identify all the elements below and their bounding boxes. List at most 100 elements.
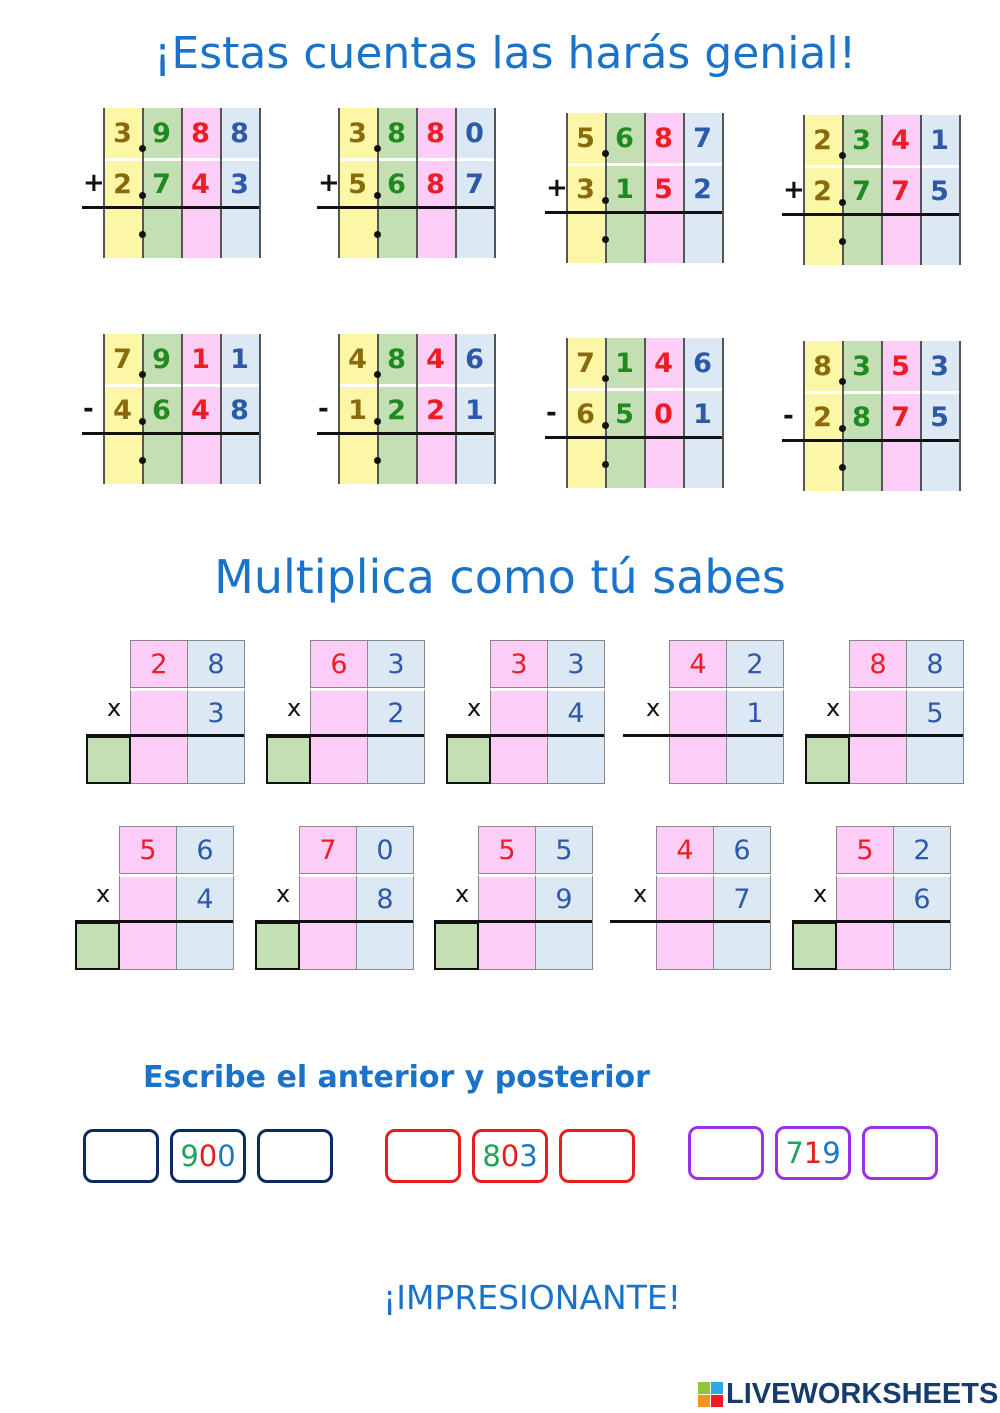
carry-answer-cell[interactable]	[792, 922, 837, 970]
answer-cell[interactable]	[842, 215, 881, 265]
carry-answer-cell[interactable]	[446, 736, 491, 784]
answer-cell[interactable]	[803, 441, 842, 491]
answer-cell[interactable]	[669, 736, 727, 784]
answer-cell[interactable]	[176, 922, 234, 970]
carry-answer-cell[interactable]	[255, 922, 300, 970]
answer-cell[interactable]	[605, 438, 644, 488]
answer-cell[interactable]	[683, 213, 722, 263]
answer-cell[interactable]	[893, 922, 951, 970]
column-divider	[803, 341, 805, 491]
decimal-dot	[839, 152, 846, 159]
answer-cell[interactable]	[836, 922, 894, 970]
digit-cell: 5	[535, 826, 593, 874]
answer-cell[interactable]	[367, 736, 425, 784]
carry-cell[interactable]	[130, 688, 188, 736]
digit-cell: 4	[656, 826, 714, 874]
answer-cell[interactable]	[656, 922, 714, 970]
answer-cell[interactable]	[416, 434, 455, 484]
answer-cell[interactable]	[683, 438, 722, 488]
answer-cell[interactable]	[416, 208, 455, 258]
answer-cell[interactable]	[455, 208, 494, 258]
next-number-input[interactable]	[257, 1129, 333, 1183]
logo-icon	[698, 1382, 723, 1407]
answer-cell[interactable]	[455, 434, 494, 484]
product-line	[623, 734, 783, 737]
next-number-input[interactable]	[559, 1129, 635, 1183]
answer-cell[interactable]	[478, 922, 536, 970]
previous-number-input[interactable]	[688, 1126, 764, 1180]
multiplication-title: Multiplica como tú sabes	[214, 550, 786, 604]
answer-cell[interactable]	[644, 438, 683, 488]
carry-cell[interactable]	[849, 688, 907, 736]
answer-cell[interactable]	[299, 922, 357, 970]
carry-cell[interactable]	[478, 874, 536, 922]
column-divider	[377, 108, 379, 258]
carry-answer-cell[interactable]	[805, 736, 850, 784]
answer-cell[interactable]	[803, 215, 842, 265]
closing-text: ¡IMPRESIONANTE!	[383, 1278, 681, 1317]
number-digit: 8	[482, 1139, 501, 1173]
number-digit: 0	[198, 1139, 218, 1173]
answer-cell[interactable]	[377, 208, 416, 258]
answer-cell[interactable]	[920, 215, 959, 265]
answer-cell[interactable]	[220, 208, 259, 258]
carry-cell[interactable]	[490, 688, 548, 736]
carry-cell[interactable]	[656, 874, 714, 922]
carry-answer-cell[interactable]	[86, 736, 131, 784]
answer-cell[interactable]	[103, 434, 142, 484]
carry-cell[interactable]	[310, 688, 368, 736]
answer-cell[interactable]	[338, 434, 377, 484]
next-number-input[interactable]	[862, 1126, 938, 1180]
answer-cell[interactable]	[377, 434, 416, 484]
previous-number-input[interactable]	[83, 1129, 159, 1183]
answer-cell[interactable]	[906, 736, 964, 784]
digit-cell: 2	[726, 640, 784, 688]
answer-cell[interactable]	[566, 438, 605, 488]
answer-cell[interactable]	[119, 922, 177, 970]
previous-number-input[interactable]	[385, 1129, 461, 1183]
answer-cell[interactable]	[920, 441, 959, 491]
answer-cell[interactable]	[356, 922, 414, 970]
decimal-dot	[139, 192, 146, 199]
sum-line	[782, 213, 959, 216]
carry-answer-cell[interactable]	[75, 922, 120, 970]
product-line	[434, 920, 592, 923]
answer-cell[interactable]	[842, 441, 881, 491]
answer-cell[interactable]	[103, 208, 142, 258]
answer-cell[interactable]	[881, 441, 920, 491]
answer-cell[interactable]	[849, 736, 907, 784]
digit-cell: 7	[455, 158, 494, 208]
column-divider	[220, 334, 222, 484]
digit-cell: 7	[881, 165, 920, 215]
answer-cell[interactable]	[142, 208, 181, 258]
answer-cell[interactable]	[490, 736, 548, 784]
answer-cell[interactable]	[713, 922, 771, 970]
answer-cell[interactable]	[726, 736, 784, 784]
answer-cell[interactable]	[130, 736, 188, 784]
answer-cell[interactable]	[547, 736, 605, 784]
answer-cell[interactable]	[187, 736, 245, 784]
carry-cell[interactable]	[836, 874, 894, 922]
answer-cell[interactable]	[338, 208, 377, 258]
answer-cell[interactable]	[881, 215, 920, 265]
answer-cell[interactable]	[181, 434, 220, 484]
answer-cell[interactable]	[535, 922, 593, 970]
digit-cell: 5	[119, 826, 177, 874]
digit-cell: 3	[842, 115, 881, 165]
carry-answer-cell[interactable]	[266, 736, 311, 784]
answer-cell[interactable]	[220, 434, 259, 484]
digit-cell: 8	[849, 640, 907, 688]
carry-cell[interactable]	[299, 874, 357, 922]
carry-cell[interactable]	[669, 688, 727, 736]
digit-cell: 2	[377, 384, 416, 434]
operator: -	[83, 394, 94, 424]
answer-cell[interactable]	[310, 736, 368, 784]
answer-cell[interactable]	[181, 208, 220, 258]
carry-cell[interactable]	[119, 874, 177, 922]
answer-cell[interactable]	[142, 434, 181, 484]
answer-cell[interactable]	[566, 213, 605, 263]
number-digit: 3	[519, 1139, 538, 1173]
answer-cell[interactable]	[644, 213, 683, 263]
answer-cell[interactable]	[605, 213, 644, 263]
carry-answer-cell[interactable]	[434, 922, 479, 970]
